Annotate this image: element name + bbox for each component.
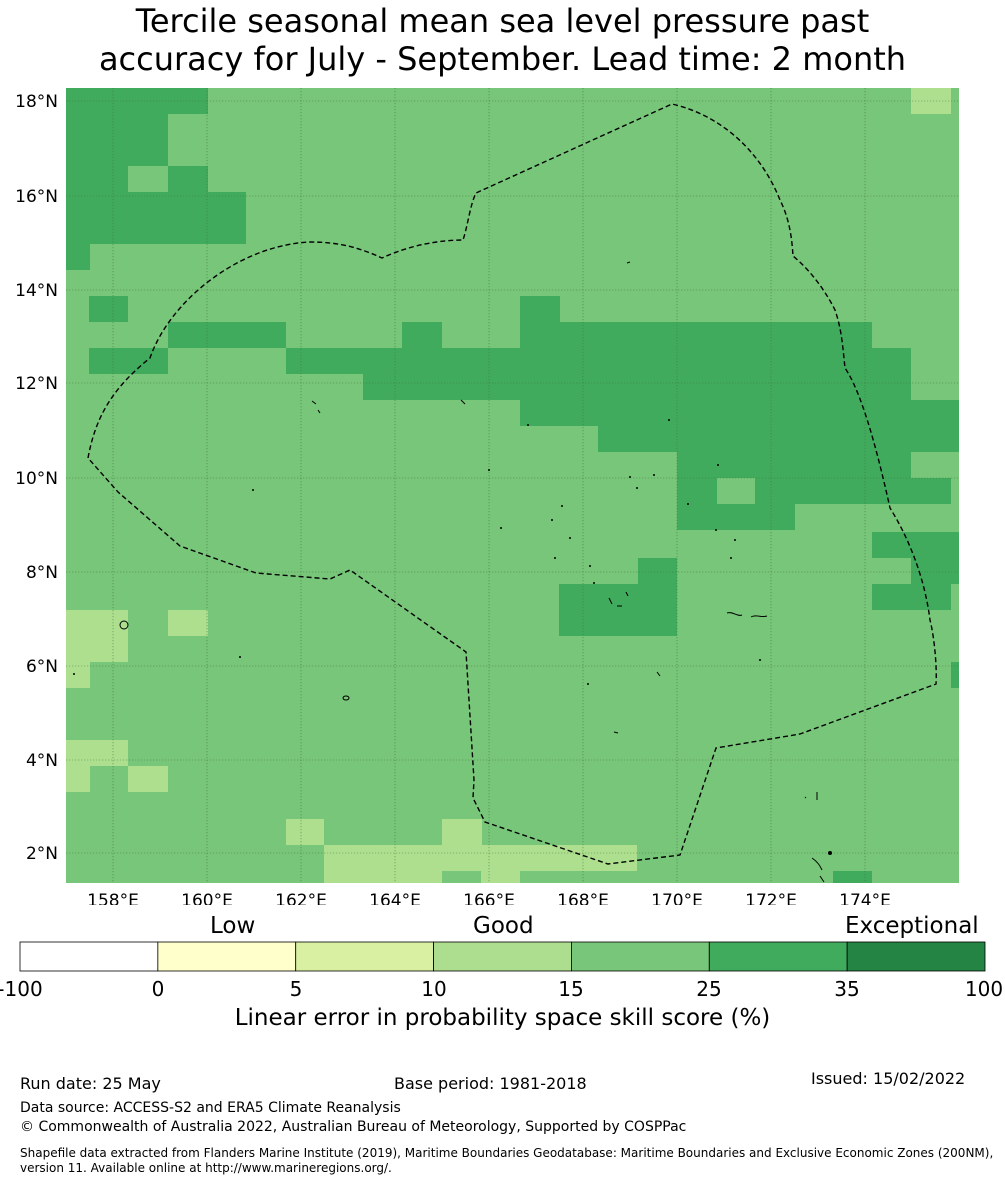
shapefile-credit-line-2: version 11. Available online at http://w…: [20, 1161, 392, 1175]
shapefile-credit-line-1: Shapefile data extracted from Flanders M…: [20, 1146, 994, 1160]
small-atolls: [73, 419, 832, 855]
lon-label: 164°E: [369, 891, 421, 905]
colorbar-segment: [846, 941, 986, 972]
lon-label: 170°E: [651, 891, 703, 905]
colorbar-category-exceptional: Exceptional: [845, 913, 979, 939]
colorbar-tick: 5: [289, 977, 303, 1001]
latitude-labels: 18°N 16°N 14°N 12°N 10°N 8°N 6°N 4°N 2°N: [15, 92, 58, 864]
lat-label: 18°N: [15, 92, 58, 112]
lat-label: 2°N: [26, 844, 58, 864]
lat-label: 14°N: [15, 281, 58, 301]
colorbar-category-good: Good: [473, 913, 534, 939]
colorbar-category-low: Low: [210, 913, 256, 939]
lat-label: 6°N: [26, 657, 58, 677]
issued-date: Issued: 15/02/2022: [811, 1069, 966, 1088]
skill-cells-low: [66, 88, 951, 883]
colorbar-segment: [19, 941, 159, 972]
lon-label: 158°E: [87, 891, 139, 905]
longitude-labels: 158°E 160°E 162°E 164°E 166°E 168°E 170°…: [87, 891, 891, 905]
eez-boundary: [87, 103, 937, 865]
colorbar-segment: [295, 941, 434, 972]
colorbar-label: Linear error in probability space skill …: [234, 1005, 771, 1031]
skill-cells-high: [66, 88, 959, 883]
base-period: Base period: 1981-2018: [394, 1074, 587, 1093]
lon-label: 168°E: [557, 891, 609, 905]
lat-label: 4°N: [26, 751, 58, 771]
lat-label: 10°N: [15, 469, 58, 489]
gridlines: [66, 88, 959, 883]
colorbar-tick: 0: [151, 977, 165, 1001]
lon-label: 166°E: [463, 891, 515, 905]
run-date: Run date: 25 May: [20, 1074, 161, 1093]
colorbar-tick: 15: [558, 977, 584, 1001]
data-source: Data source: ACCESS-S2 and ERA5 Climate …: [20, 1100, 401, 1116]
colorbar-segment: [571, 941, 710, 972]
colorbar-segment: [157, 941, 297, 972]
colorbar-segment: [708, 941, 848, 972]
lon-label: 160°E: [181, 891, 233, 905]
colorbar-tick: 100: [964, 977, 1004, 1001]
colorbar-tick: 35: [834, 977, 860, 1001]
lon-label: 174°E: [839, 891, 891, 905]
islands: [119, 261, 825, 883]
lat-label: 8°N: [26, 563, 58, 583]
lon-label: 162°E: [275, 891, 327, 905]
lat-label: 12°N: [15, 374, 58, 394]
skill-score-map: 18°N 16°N 14°N 12°N 10°N 8°N 6°N 4°N 2°N…: [15, 88, 959, 905]
map-title: Tercile seasonal mean sea level pressure…: [0, 2, 1005, 78]
lat-label: 16°N: [15, 187, 58, 207]
copyright: © Commonwealth of Australia 2022, Austra…: [20, 1119, 687, 1135]
colorbar-tick: 25: [696, 977, 722, 1001]
lon-label: 172°E: [745, 891, 797, 905]
title-line-1: Tercile seasonal mean sea level pressure…: [135, 2, 870, 40]
colorbar-tick: 10: [421, 977, 447, 1001]
colorbar-segment: [433, 941, 572, 972]
title-line-2: accuracy for July - September. Lead time…: [98, 40, 907, 78]
colorbar: [19, 941, 986, 972]
colorbar-tick: -100: [0, 977, 43, 1001]
